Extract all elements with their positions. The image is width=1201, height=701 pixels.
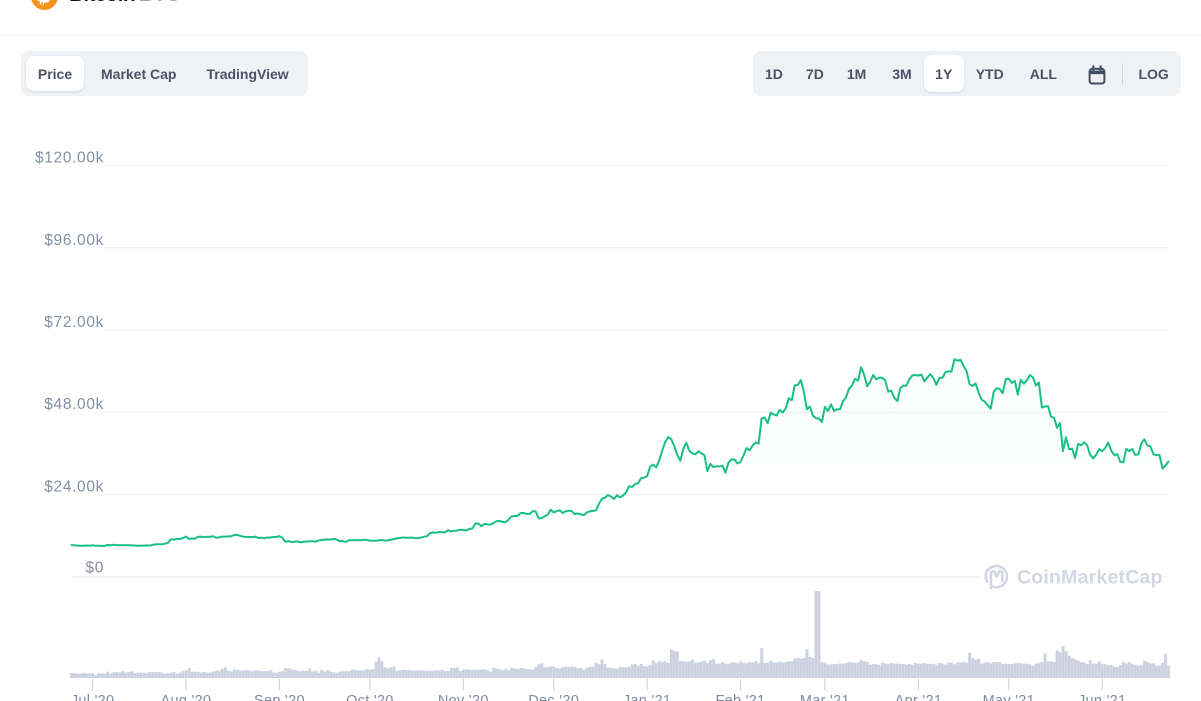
- svg-text:$48.00k: $48.00k: [44, 396, 104, 413]
- svg-text:May '21: May '21: [983, 693, 1035, 701]
- svg-text:Mar '21: Mar '21: [800, 693, 850, 701]
- svg-text:Jul '20: Jul '20: [71, 693, 115, 701]
- svg-text:CoinMarketCap: CoinMarketCap: [1017, 567, 1163, 589]
- svg-text:$24.00k: $24.00k: [44, 479, 104, 496]
- svg-text:Feb '21: Feb '21: [715, 693, 765, 701]
- svg-text:Jan '21: Jan '21: [623, 693, 671, 701]
- svg-text:$72.00k: $72.00k: [44, 314, 104, 331]
- svg-text:Aug '20: Aug '20: [161, 693, 212, 701]
- svg-text:Jun '21: Jun '21: [1078, 693, 1126, 701]
- svg-text:$120.00k: $120.00k: [35, 150, 104, 167]
- svg-text:$96.00k: $96.00k: [44, 232, 104, 249]
- svg-text:Sep '20: Sep '20: [254, 693, 305, 701]
- svg-text:Apr '21: Apr '21: [895, 693, 943, 701]
- svg-text:Nov '20: Nov '20: [438, 693, 489, 701]
- svg-text:Oct '20: Oct '20: [346, 693, 394, 701]
- svg-text:Dec '20: Dec '20: [528, 693, 579, 701]
